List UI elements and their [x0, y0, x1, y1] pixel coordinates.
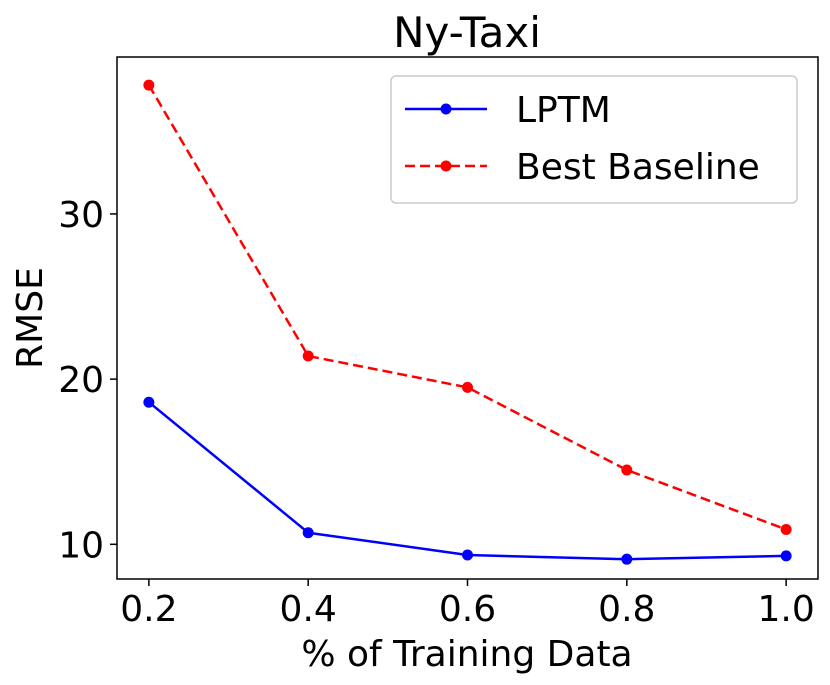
data-point-lptm: [462, 549, 473, 561]
data-point-lptm: [302, 527, 314, 539]
data-point-lptm: [780, 550, 792, 562]
x-tick-label: 0.6: [439, 589, 496, 630]
x-tick-label: 0.8: [598, 589, 655, 630]
y-axis-label: RMSE: [10, 267, 51, 369]
legend-best-baseline-marker: [440, 160, 452, 172]
data-point-best-baseline: [143, 79, 155, 91]
y-tick-label: 20: [58, 360, 104, 401]
legend-lptm-label: LPTM: [516, 90, 611, 131]
x-axis-label: % of Training Data: [301, 634, 632, 675]
x-tick-label: 0.2: [120, 589, 177, 630]
data-point-lptm: [143, 396, 155, 408]
series-layer: [143, 79, 792, 565]
data-point-lptm: [621, 553, 633, 565]
y-axis-ticks: 10 20 30: [58, 195, 117, 566]
legend-lptm-marker: [440, 103, 452, 115]
y-tick-label: 10: [58, 525, 104, 566]
legend-best-baseline-label: Best Baseline: [516, 147, 760, 188]
data-point-best-baseline: [302, 350, 314, 362]
series-line-best-baseline: [147, 84, 787, 531]
legend: LPTM Best Baseline: [390, 75, 798, 204]
data-point-best-baseline: [780, 523, 792, 535]
x-axis-ticks: 0.2 0.4 0.6 0.8 1.0: [120, 579, 815, 630]
x-tick-label: 1.0: [758, 589, 815, 630]
chart-title: Ny-Taxi: [393, 8, 541, 57]
legend-box: [390, 75, 798, 204]
data-point-best-baseline: [621, 464, 633, 476]
y-tick-label: 30: [58, 195, 104, 236]
x-tick-label: 0.4: [280, 589, 337, 630]
series-line-lptm: [148, 401, 787, 561]
data-point-best-baseline: [462, 381, 473, 393]
